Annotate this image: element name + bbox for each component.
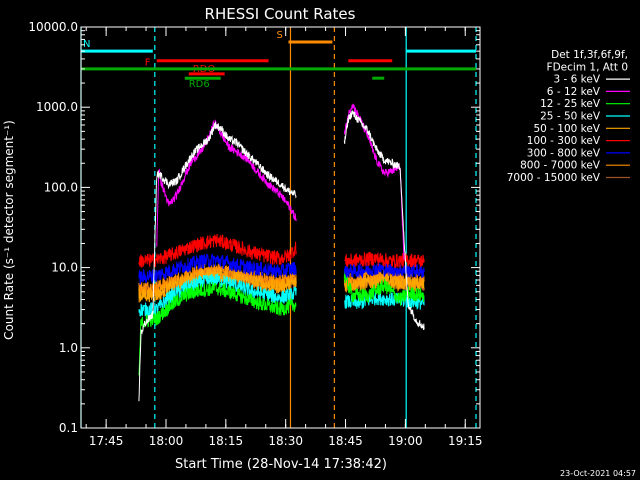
legend-entry-label: 6 - 12 keV xyxy=(547,86,601,98)
y-axis-label: Count Rate (s⁻¹ detector segment⁻¹) xyxy=(2,120,16,340)
legend-header-line: Det 1f,3f,6f,9f, xyxy=(551,49,628,61)
legend-entry-label: 100 - 300 keV xyxy=(527,135,601,147)
series-line xyxy=(156,103,405,260)
series-line xyxy=(138,271,425,376)
legend-entry-label: 300 - 800 keV xyxy=(527,147,601,159)
x-tick-label: 18:00 xyxy=(149,434,184,448)
legend-entry-label: 7000 - 15000 keV xyxy=(507,172,601,184)
series-line xyxy=(138,273,425,317)
y-tick-label: 1000.0 xyxy=(36,100,78,114)
x-tick-label: 18:45 xyxy=(328,434,363,448)
flag-bar-label: S xyxy=(276,30,282,41)
series-group xyxy=(138,103,425,402)
x-tick-label: 18:30 xyxy=(268,434,303,448)
x-tick-label: 18:15 xyxy=(209,434,244,448)
footer-timestamp: 23-Oct-2021 04:57 xyxy=(560,469,636,478)
y-tick-label: 1.0 xyxy=(59,341,78,355)
legend-entry-label: 800 - 7000 keV xyxy=(520,160,601,172)
x-tick-label: 17:45 xyxy=(89,434,124,448)
legend-entry-label: 3 - 6 keV xyxy=(553,74,600,86)
flag-bar-label: RD6 xyxy=(189,79,210,90)
plot-frame xyxy=(80,26,481,429)
flag-bar-label: N xyxy=(83,39,90,50)
y-tick-label: 10000.0 xyxy=(28,20,78,34)
series-line xyxy=(138,253,425,286)
legend: Det 1f,3f,6f,9f,FDecim 1, Att 03 - 6 keV… xyxy=(507,49,630,184)
x-tick-label: 19:00 xyxy=(388,434,423,448)
y-tick-label: 10.0 xyxy=(51,261,78,275)
flag-bar-label: F xyxy=(145,58,151,69)
series-line xyxy=(138,109,425,402)
y-tick-label: 100.0 xyxy=(44,180,78,194)
plot-area: NSFRDORD60.11.010.0100.01000.010000.017:… xyxy=(28,20,482,448)
series-line xyxy=(138,268,425,303)
legend-entry-label: 12 - 25 keV xyxy=(540,98,601,110)
x-tick-label: 19:15 xyxy=(448,434,483,448)
y-tick-label: 0.1 xyxy=(59,421,78,435)
series-line xyxy=(138,233,425,268)
legend-entry-label: 50 - 100 keV xyxy=(533,123,600,135)
legend-header-line: FDecim 1, Att 0 xyxy=(547,61,628,73)
chart-title: RHESSI Count Rates xyxy=(205,5,356,23)
x-axis-label: Start Time (28-Nov-14 17:38:42) xyxy=(175,457,387,472)
legend-entry-label: 25 - 50 keV xyxy=(540,111,601,123)
